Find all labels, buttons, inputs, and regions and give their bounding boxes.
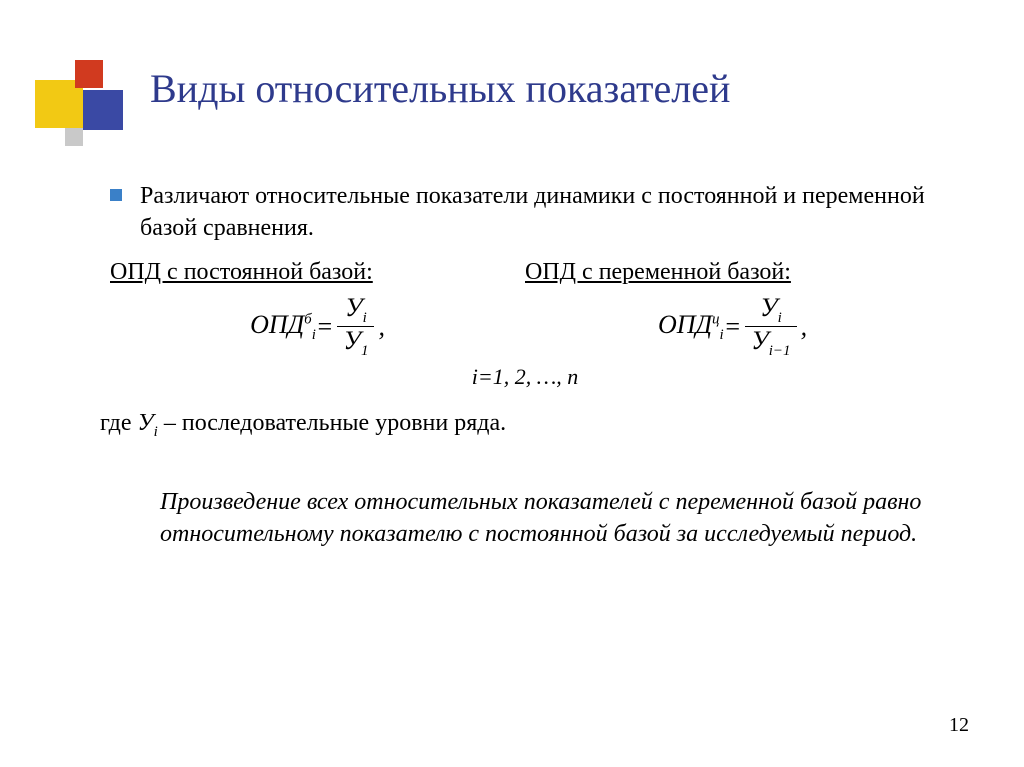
right-fraction: Уi Уi−1 bbox=[745, 294, 796, 360]
left-num-base: У bbox=[345, 293, 363, 322]
right-num-sub: i bbox=[778, 310, 782, 326]
right-eq: = bbox=[724, 312, 742, 342]
right-den-base: У bbox=[751, 326, 769, 355]
left-formula: ОПДб i = Уi У1 , bbox=[250, 294, 385, 360]
where-line: где Уi – последовательные уровни ряда. bbox=[100, 410, 940, 441]
right-comma: , bbox=[801, 312, 808, 342]
right-den-sub: i−1 bbox=[769, 344, 791, 360]
left-num-sub: i bbox=[363, 310, 367, 326]
content-area: Различают относительные показатели динам… bbox=[110, 180, 940, 551]
logo-square-grey bbox=[65, 128, 83, 146]
right-formula-col: ОПДц i = Уi Уi−1 , bbox=[525, 294, 940, 360]
right-formula: ОПДц i = Уi Уi−1 , bbox=[658, 294, 807, 360]
bullet-row: Различают относительные показатели динам… bbox=[110, 180, 940, 245]
right-lhs-sup: ц bbox=[712, 311, 720, 327]
logo-square-red bbox=[75, 60, 103, 88]
logo-square-blue bbox=[83, 90, 123, 130]
corner-logo bbox=[35, 60, 125, 150]
left-comma: , bbox=[378, 312, 385, 342]
bullet-icon bbox=[110, 189, 122, 201]
left-eq: = bbox=[316, 312, 334, 342]
formulas-row: ОПДбi = Уi У1 , ОПДцi = Уi Уi−1 , bbox=[110, 294, 940, 360]
theorem-text: Произведение всех относительных показате… bbox=[160, 486, 940, 551]
left-lhs-base: ОПД bbox=[250, 310, 304, 339]
left-den-base: У bbox=[343, 326, 361, 355]
right-num-base: У bbox=[760, 293, 778, 322]
left-lhs-sup: б bbox=[304, 311, 312, 327]
bullet-text: Различают относительные показатели динам… bbox=[140, 180, 940, 245]
subtitles-row: ОПД с постоянной базой: ОПД с переменной… bbox=[110, 259, 940, 286]
where-var-base: У bbox=[138, 410, 154, 436]
left-formula-col: ОПДб i = Уi У1 , bbox=[110, 294, 525, 360]
index-range: i=1, 2, …, n bbox=[110, 364, 940, 390]
where-prefix: где bbox=[100, 410, 138, 436]
left-fraction: Уi У1 bbox=[337, 294, 374, 360]
left-heading: ОПД с постоянной базой: bbox=[110, 259, 525, 286]
right-lhs-base: ОПД bbox=[658, 310, 712, 339]
slide-title: Виды относительных показателей bbox=[150, 65, 730, 112]
right-heading: ОПД с переменной базой: bbox=[525, 259, 940, 286]
left-den-sub: 1 bbox=[361, 344, 369, 360]
where-suffix: – последовательные уровни ряда. bbox=[158, 410, 506, 436]
page-number: 12 bbox=[949, 714, 969, 737]
